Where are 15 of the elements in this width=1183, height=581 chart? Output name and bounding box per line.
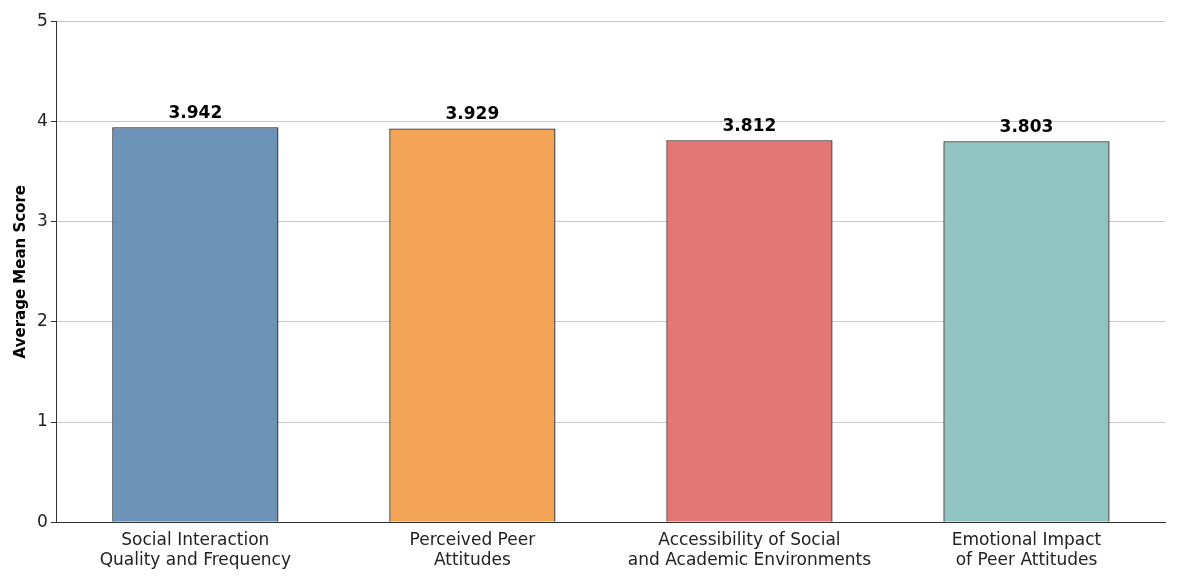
x-tick-label: Emotional Impact of Peer Attitudes [951, 528, 1102, 570]
x-tick-label: Perceived Peer Attitudes [409, 528, 536, 570]
y-tick-label: 5 [36, 9, 48, 30]
data-label: 3.803 [999, 116, 1054, 137]
y-tick-label: 1 [36, 410, 48, 431]
data-label: 3.942 [168, 102, 223, 123]
data-label: 3.812 [722, 115, 777, 136]
y-tick-label: 3 [36, 210, 48, 231]
y-tick-label: 2 [36, 310, 48, 331]
y-tick-label: 0 [36, 510, 48, 531]
x-tick-label: Social Interaction Quality and Frequency [99, 528, 292, 570]
data-label: 3.929 [445, 103, 500, 124]
y-axis-title: Average Mean Score [10, 185, 29, 359]
y-tick-label: 4 [36, 109, 48, 130]
x-tick-label: Accessibility of Social and Academic Environments [627, 528, 872, 570]
